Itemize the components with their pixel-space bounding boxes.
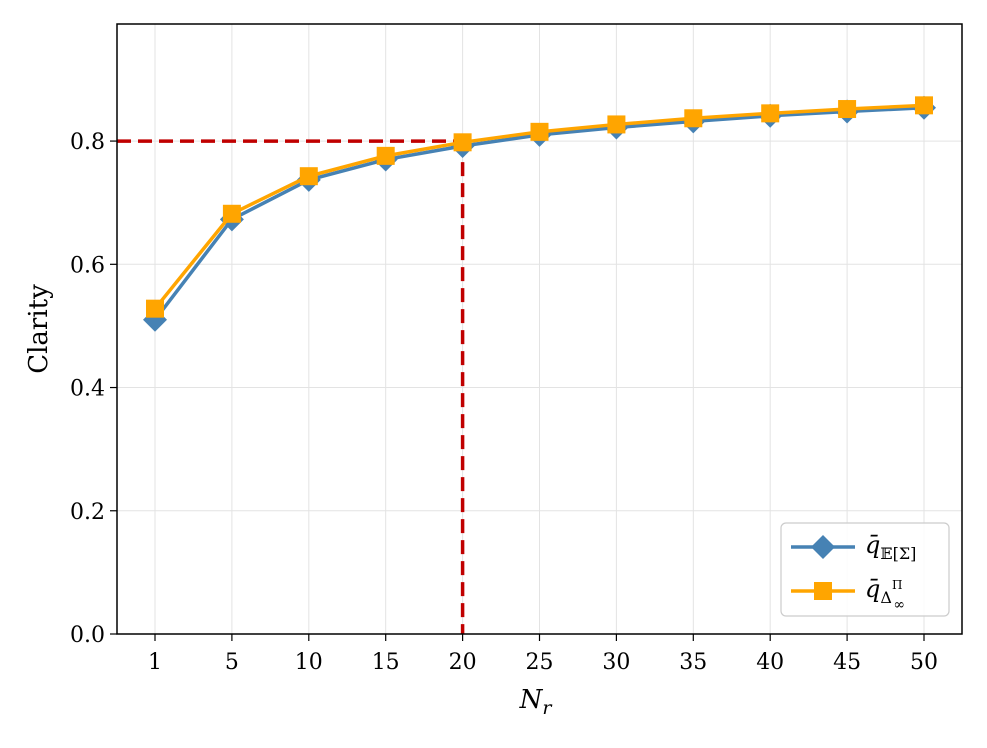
series-2-point <box>453 133 472 152</box>
x-tick-label: 40 <box>756 650 784 675</box>
x-axis-label-base: N <box>519 685 544 715</box>
legend-marker <box>814 582 832 600</box>
x-tick-label: 50 <box>910 650 938 675</box>
series-2-point <box>530 122 549 141</box>
legend-label: q̄ΔΠ ∞ <box>865 575 905 613</box>
y-tick-label: 0.8 <box>70 130 105 155</box>
x-axis-label-subscript: r <box>542 697 553 719</box>
x-tick-label: 15 <box>372 650 400 675</box>
legend-label-sub-subscript: ∞ <box>893 597 905 613</box>
y-tick-label: 0.4 <box>70 377 105 402</box>
legend-label-subscript: 𝔼[Σ] <box>880 544 916 563</box>
series-2-point <box>222 204 241 223</box>
series-2-point <box>915 96 933 115</box>
x-axis-label: Nr <box>519 685 554 719</box>
y-axis-label: Clarity <box>24 284 54 374</box>
series-2 <box>146 96 933 318</box>
x-tick-label: 25 <box>526 650 554 675</box>
x-tick-label: 1 <box>148 650 162 675</box>
series-group <box>143 95 936 332</box>
legend: q̄𝔼[Σ]q̄ΔΠ ∞ <box>780 522 950 617</box>
series-2-point <box>299 167 318 186</box>
legend-label-subscript: Δ <box>880 588 892 607</box>
series-2-point <box>607 115 626 134</box>
reference-lines <box>117 139 465 634</box>
series-2-point <box>838 100 857 119</box>
axes: 1 5 10 15 20 25 30 35 40 45 500.00.20.40.60.8 <box>70 130 938 675</box>
x-tick-label: 30 <box>602 650 630 675</box>
series-2-point <box>761 104 780 123</box>
legend-item-2: q̄ΔΠ ∞ <box>791 575 905 613</box>
x-tick-label: 35 <box>679 650 707 675</box>
y-tick-label: 0.6 <box>70 253 105 278</box>
series-2-point <box>376 146 395 165</box>
series-2-point <box>684 109 703 128</box>
y-tick-label: 0.0 <box>70 623 105 648</box>
x-tick-label: 10 <box>295 650 323 675</box>
legend-label-base: q̄ <box>865 575 880 603</box>
x-tick-label: 45 <box>833 650 861 675</box>
x-tick-label: 20 <box>449 650 477 675</box>
legend-item-1: q̄𝔼[Σ] <box>791 531 916 563</box>
legend-label-sub-superscript: Π <box>892 578 902 592</box>
y-tick-label: 0.2 <box>70 500 105 525</box>
series-2-point <box>146 299 164 318</box>
legend-label: q̄𝔼[Σ] <box>865 531 916 563</box>
legend-label-base: q̄ <box>865 531 880 559</box>
x-tick-label: 5 <box>225 650 239 675</box>
legend-marker <box>811 535 835 559</box>
